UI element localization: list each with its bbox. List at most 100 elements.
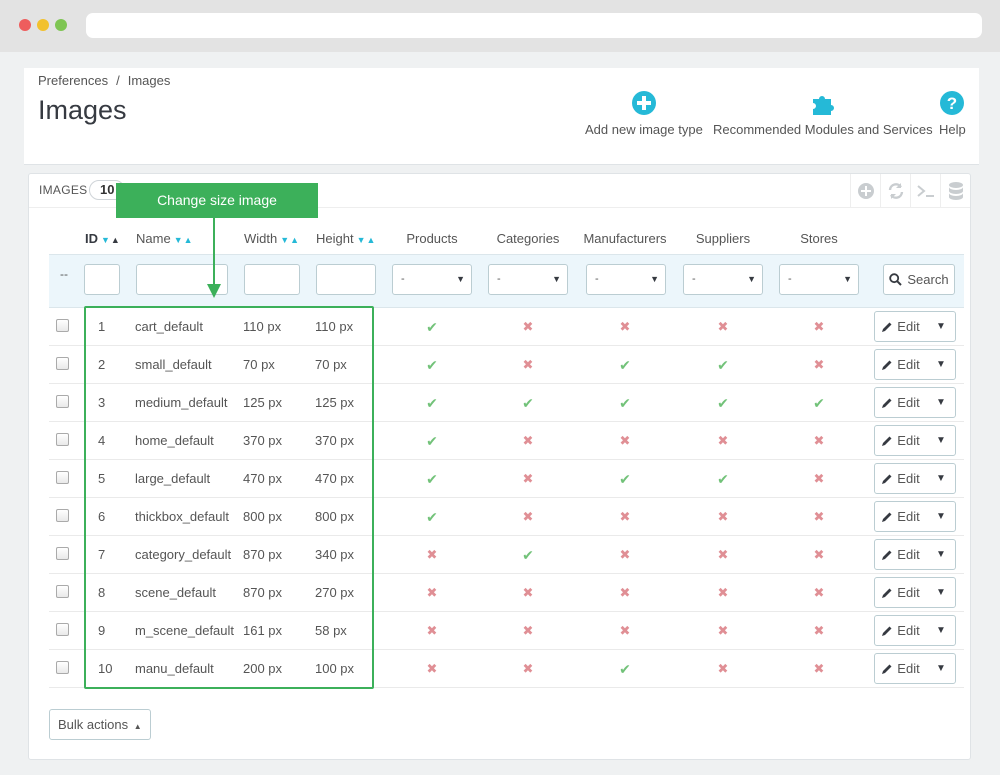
cross-icon[interactable]: ✖ (522, 661, 534, 676)
table-row[interactable]: 1 cart_default 110 px 110 px ✔ ✖ ✖ ✖ ✖ Edit ▼ (49, 308, 964, 346)
cross-icon[interactable]: ✖ (813, 319, 825, 334)
cross-icon[interactable]: ✖ (717, 433, 729, 448)
column-header-id[interactable]: ID ▼▲ (85, 231, 121, 246)
check-icon[interactable]: ✔ (426, 433, 438, 449)
edit-button[interactable]: Edit (875, 616, 927, 645)
caret-down-icon[interactable]: ▼ (936, 397, 946, 408)
maximize-window-button[interactable] (55, 19, 67, 31)
check-icon[interactable]: ✔ (619, 661, 631, 677)
terminal-icon[interactable] (910, 174, 940, 208)
filter-categories-select[interactable]: - ▼ (488, 264, 568, 295)
check-icon[interactable]: ✔ (522, 395, 534, 411)
row-checkbox[interactable] (56, 433, 69, 446)
sort-icon[interactable]: ▼▲ (356, 235, 377, 245)
close-window-button[interactable] (19, 19, 31, 31)
caret-down-icon[interactable]: ▼ (936, 663, 946, 674)
caret-down-icon[interactable]: ▼ (936, 511, 946, 522)
sort-icon[interactable]: ▼▲ (173, 235, 194, 245)
cross-icon[interactable]: ✖ (717, 319, 729, 334)
check-icon[interactable]: ✔ (717, 471, 729, 487)
column-header-width[interactable]: Width ▼▲ (244, 231, 300, 246)
caret-down-icon[interactable]: ▼ (936, 587, 946, 598)
row-checkbox[interactable] (56, 395, 69, 408)
check-icon[interactable]: ✔ (426, 357, 438, 373)
search-button[interactable]: Search (883, 264, 955, 295)
edit-button[interactable]: Edit (875, 654, 927, 683)
filter-height-input[interactable] (316, 264, 376, 295)
edit-button[interactable]: Edit (875, 312, 927, 341)
add-icon[interactable] (850, 174, 880, 208)
edit-button[interactable]: Edit (875, 464, 927, 493)
filter-stores-select[interactable]: - ▼ (779, 264, 859, 295)
bulk-actions-button[interactable]: Bulk actions ▲ (49, 709, 151, 740)
table-row[interactable]: 5 large_default 470 px 470 px ✔ ✖ ✔ ✔ ✖ Edit ▼ (49, 460, 964, 498)
row-checkbox[interactable] (56, 357, 69, 370)
cross-icon[interactable]: ✖ (426, 585, 438, 600)
cross-icon[interactable]: ✖ (813, 433, 825, 448)
row-checkbox[interactable] (56, 547, 69, 560)
check-icon[interactable]: ✔ (426, 395, 438, 411)
cross-icon[interactable]: ✖ (426, 547, 438, 562)
help-button[interactable]: ? Help (939, 90, 966, 137)
cross-icon[interactable]: ✖ (619, 433, 631, 448)
cross-icon[interactable]: ✖ (813, 509, 825, 524)
table-row[interactable]: 3 medium_default 125 px 125 px ✔ ✔ ✔ ✔ ✔ Edit ▼ (49, 384, 964, 422)
check-icon[interactable]: ✔ (426, 509, 438, 525)
check-icon[interactable]: ✔ (717, 357, 729, 373)
filter-id-input[interactable] (84, 264, 120, 295)
cross-icon[interactable]: ✖ (522, 509, 534, 524)
row-checkbox[interactable] (56, 661, 69, 674)
cross-icon[interactable]: ✖ (522, 585, 534, 600)
address-bar[interactable] (86, 13, 982, 38)
cross-icon[interactable]: ✖ (717, 509, 729, 524)
row-checkbox[interactable] (56, 509, 69, 522)
table-row[interactable]: 9 m_scene_default 161 px 58 px ✖ ✖ ✖ ✖ ✖ Edit ▼ (49, 612, 964, 650)
check-icon[interactable]: ✔ (717, 395, 729, 411)
edit-button[interactable]: Edit (875, 350, 927, 379)
cross-icon[interactable]: ✖ (717, 585, 729, 600)
cross-icon[interactable]: ✖ (717, 661, 729, 676)
cross-icon[interactable]: ✖ (813, 623, 825, 638)
check-icon[interactable]: ✔ (522, 547, 534, 563)
table-row[interactable]: 10 manu_default 200 px 100 px ✖ ✖ ✔ ✖ ✖ Edit ▼ (49, 650, 964, 688)
filter-suppliers-select[interactable]: - ▼ (683, 264, 763, 295)
caret-down-icon[interactable]: ▼ (936, 625, 946, 636)
column-header-height[interactable]: Height ▼▲ (316, 231, 376, 246)
cross-icon[interactable]: ✖ (426, 661, 438, 676)
cross-icon[interactable]: ✖ (717, 623, 729, 638)
edit-button[interactable]: Edit (875, 426, 927, 455)
database-icon[interactable] (940, 174, 970, 208)
table-row[interactable]: 7 category_default 870 px 340 px ✖ ✔ ✖ ✖ ✖ Edit ▼ (49, 536, 964, 574)
cross-icon[interactable]: ✖ (522, 319, 534, 334)
table-row[interactable]: 2 small_default 70 px 70 px ✔ ✖ ✔ ✔ ✖ Edit ▼ (49, 346, 964, 384)
caret-down-icon[interactable]: ▼ (936, 473, 946, 484)
check-icon[interactable]: ✔ (813, 395, 825, 411)
cross-icon[interactable]: ✖ (619, 585, 631, 600)
table-row[interactable]: 8 scene_default 870 px 270 px ✖ ✖ ✖ ✖ ✖ Edit ▼ (49, 574, 964, 612)
caret-down-icon[interactable]: ▼ (936, 549, 946, 560)
cross-icon[interactable]: ✖ (717, 547, 729, 562)
cross-icon[interactable]: ✖ (813, 585, 825, 600)
edit-button[interactable]: Edit (875, 388, 927, 417)
cross-icon[interactable]: ✖ (522, 471, 534, 486)
check-icon[interactable]: ✔ (619, 357, 631, 373)
cross-icon[interactable]: ✖ (522, 623, 534, 638)
edit-button[interactable]: Edit (875, 502, 927, 531)
cross-icon[interactable]: ✖ (619, 509, 631, 524)
caret-down-icon[interactable]: ▼ (936, 435, 946, 446)
cross-icon[interactable]: ✖ (522, 357, 534, 372)
cross-icon[interactable]: ✖ (619, 547, 631, 562)
cross-icon[interactable]: ✖ (619, 623, 631, 638)
cross-icon[interactable]: ✖ (813, 547, 825, 562)
caret-down-icon[interactable]: ▼ (936, 359, 946, 370)
cross-icon[interactable]: ✖ (522, 433, 534, 448)
filter-width-input[interactable] (244, 264, 300, 295)
edit-button[interactable]: Edit (875, 578, 927, 607)
edit-button[interactable]: Edit (875, 540, 927, 569)
cross-icon[interactable]: ✖ (619, 319, 631, 334)
table-row[interactable]: 4 home_default 370 px 370 px ✔ ✖ ✖ ✖ ✖ Edit ▼ (49, 422, 964, 460)
filter-manufacturers-select[interactable]: - ▼ (586, 264, 666, 295)
breadcrumb-parent[interactable]: Preferences (38, 73, 109, 88)
check-icon[interactable]: ✔ (619, 395, 631, 411)
cross-icon[interactable]: ✖ (426, 623, 438, 638)
